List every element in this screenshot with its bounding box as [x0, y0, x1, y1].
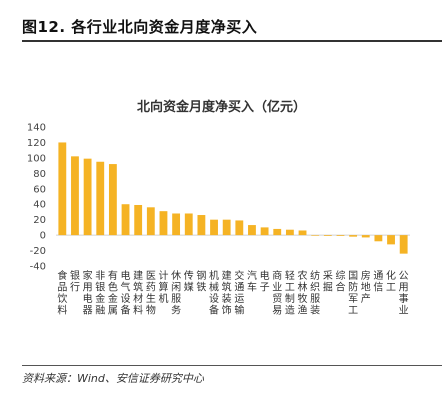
- x-category-label: 国防军工: [348, 270, 358, 317]
- x-category-label: 轻工制造: [285, 269, 295, 317]
- bar: [361, 235, 370, 238]
- y-tick-label: -40: [30, 262, 46, 273]
- x-category-label: 电气设备: [121, 269, 131, 317]
- x-category-label: 家用电器: [83, 269, 93, 317]
- bar: [248, 225, 256, 236]
- x-category-label: 房地产: [361, 269, 371, 305]
- bar: [71, 156, 79, 236]
- y-tick-label: -20: [30, 246, 46, 257]
- bar: [323, 235, 332, 236]
- bar: [197, 215, 206, 236]
- bar: [58, 142, 67, 236]
- y-axis: -40 -20 0 20 40 60 80 100 120 140: [27, 123, 410, 273]
- bar: [146, 207, 155, 236]
- x-category-label: 有色金属: [108, 269, 118, 317]
- y-tick-label: 100: [27, 153, 46, 164]
- bar: [235, 220, 244, 236]
- x-category-label: 汽车: [247, 269, 257, 294]
- x-category-label: 采掘: [323, 270, 333, 294]
- y-tick-label: 60: [33, 184, 46, 195]
- bar: [96, 161, 105, 236]
- bar: [172, 213, 181, 236]
- figure-title: 图12. 各行业北向资金月度净买入: [22, 18, 258, 36]
- x-category-label: 商业贸易: [272, 269, 282, 317]
- bar: [210, 219, 218, 236]
- x-category-label: 银行: [70, 269, 80, 294]
- bar: [399, 235, 408, 254]
- x-category-label: 交通运输: [234, 269, 244, 317]
- source-note: 资料来源：Wind、安信证券研究中心: [22, 372, 204, 385]
- x-category-label: 非银金融: [95, 270, 105, 317]
- bar: [184, 213, 193, 236]
- bar: [222, 219, 231, 236]
- x-axis-labels: 食品饮料银行家用电器非银金融有色金属电气设备建筑材料医药生物计算机休闲服务传媒钢…: [57, 269, 408, 317]
- x-category-label: 计算机: [158, 269, 168, 305]
- bar: [336, 235, 345, 236]
- bar: [108, 164, 117, 236]
- bar: [387, 235, 395, 245]
- bar: [349, 235, 358, 237]
- bar: [134, 204, 143, 236]
- x-category-label: 建筑材料: [133, 269, 143, 317]
- bar: [159, 211, 168, 236]
- x-category-label: 机械设备: [209, 269, 219, 317]
- top-rule: [22, 40, 442, 42]
- bar: [273, 228, 282, 236]
- y-tick-label: 40: [33, 200, 46, 211]
- x-category-label: 医药生物: [146, 270, 156, 317]
- bar: [285, 229, 294, 236]
- x-category-label: 公用事业: [399, 271, 409, 317]
- bar-chart: -40 -20 0 20 40 60 80 100 120 140 食品饮料银行家用电器非银金融有…: [27, 123, 410, 317]
- x-category-label: 食品饮料: [57, 269, 67, 317]
- x-category-label: 综合: [335, 269, 345, 294]
- bar: [311, 235, 320, 236]
- y-tick-label: 0: [40, 231, 46, 242]
- y-tick-label: 80: [33, 169, 46, 180]
- bars: [58, 142, 408, 254]
- bottom-rule: [22, 365, 442, 366]
- x-category-label: 钢铁: [196, 269, 206, 294]
- y-tick-label: 20: [33, 215, 46, 226]
- x-category-label: 通信: [373, 270, 383, 294]
- y-tick-label: 140: [27, 123, 46, 134]
- x-category-label: 建筑装饰: [222, 269, 232, 317]
- x-category-label: 传媒: [184, 270, 194, 294]
- bar: [83, 158, 92, 236]
- bar: [298, 230, 307, 236]
- chart-title: 北向资金月度净买入（亿元）: [136, 100, 306, 115]
- bar: [121, 204, 130, 236]
- x-category-label: 纺织服装: [310, 269, 320, 317]
- x-category-label: 农林牧渔: [298, 269, 308, 317]
- bar: [260, 227, 269, 236]
- x-category-label: 电子: [260, 269, 270, 294]
- y-tick-label: 120: [27, 138, 46, 149]
- x-category-label: 休闲服务: [171, 270, 181, 317]
- bar: [374, 235, 383, 242]
- x-category-label: 化工: [386, 269, 396, 294]
